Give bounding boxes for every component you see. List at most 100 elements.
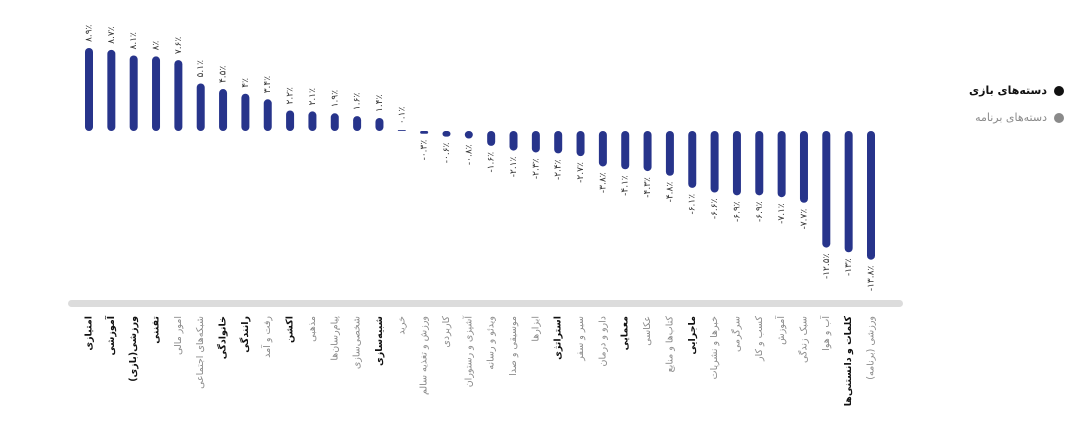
value-label: -۲.۴٪	[554, 159, 564, 180]
baseline-band	[68, 300, 903, 307]
bar	[554, 131, 563, 154]
category-label: تفننی	[151, 316, 162, 344]
category-label: شبیه‌سازی	[374, 316, 385, 366]
value-label: -۰.۸٪	[464, 144, 474, 165]
bar	[107, 49, 116, 131]
bar	[219, 89, 228, 131]
bar	[420, 131, 429, 134]
legend-marker	[1054, 113, 1064, 123]
value-label: ۰.۱٪	[397, 107, 407, 125]
value-label: -۱۳.۸٪	[867, 266, 877, 292]
bar	[397, 130, 406, 131]
bar	[263, 99, 272, 131]
category-label: کسب و کار	[754, 316, 765, 362]
value-label: ۸٪	[152, 41, 162, 51]
bar	[308, 111, 317, 131]
value-label: ۳.۴٪	[263, 76, 273, 94]
value-label: ۲.۱٪	[308, 88, 318, 106]
category-label: ابزارها	[530, 316, 541, 342]
category-label: ماجرایی	[687, 316, 698, 355]
bar	[576, 131, 585, 157]
bar	[129, 55, 138, 131]
bar	[732, 131, 741, 196]
bar	[286, 110, 295, 131]
value-label: ۵.۱٪	[196, 60, 206, 78]
category-label: مذهبی	[307, 316, 318, 342]
value-label: -۱۳٪	[844, 258, 854, 276]
value-label: ۴.۵٪	[219, 66, 229, 84]
value-label: -۷.۱٪	[777, 203, 787, 224]
value-label: ۸.۹٪	[85, 24, 95, 42]
bar	[353, 116, 362, 131]
bar	[844, 131, 853, 253]
category-label: امور مالی	[173, 316, 184, 355]
value-label: -۲.۷٪	[576, 162, 586, 183]
bar	[867, 131, 875, 260]
value-label: -۴.۱٪	[621, 175, 631, 196]
category-label: خرید	[396, 316, 407, 335]
bar	[531, 131, 540, 153]
value-label: ۷.۶٪	[174, 37, 184, 55]
value-label: ۲.۲٪	[286, 87, 296, 105]
value-label: -۲.۱٪	[509, 156, 519, 177]
bar	[330, 113, 339, 131]
bar	[755, 131, 764, 196]
category-label: رفت و آمد	[260, 316, 273, 358]
category-label: استراتژی	[553, 316, 564, 360]
bar	[442, 131, 451, 137]
bar	[375, 117, 384, 131]
bar	[174, 60, 183, 131]
legend-label: دسته‌های برنامه	[975, 111, 1047, 124]
value-label: ۸.۷٪	[107, 26, 117, 44]
category-label: امتیازی	[84, 316, 95, 351]
category-label: موسیقی و صدا	[508, 316, 519, 376]
bar	[464, 131, 473, 139]
category-label: ورزشی (برنامه)	[866, 316, 877, 380]
value-label: -۶.۹٪	[755, 201, 765, 222]
value-label: ۱.۹٪	[330, 90, 340, 108]
category-label: آموزشی	[104, 315, 117, 355]
bar	[688, 131, 697, 188]
bar	[710, 131, 719, 193]
category-label: ویدئو و رسانه	[486, 316, 497, 370]
category-label: آموزش	[774, 316, 787, 345]
category-label: دارو و درمان	[597, 316, 608, 366]
bar	[598, 131, 607, 167]
category-label: کاربردی	[441, 316, 452, 348]
category-label: شخصی‌سازی	[352, 316, 363, 369]
legend-marker	[1054, 86, 1064, 96]
bar	[85, 48, 93, 131]
category-label: سرگرمی	[730, 316, 742, 352]
value-label: -۰.۶٪	[442, 142, 452, 163]
value-label: -۱۲.۵٪	[822, 253, 832, 279]
bar	[665, 131, 674, 176]
category-label: خانوادگی	[217, 316, 229, 359]
value-label: ۱.۶٪	[353, 93, 363, 111]
bar	[643, 131, 652, 172]
value-label: -۱.۶٪	[487, 152, 497, 173]
value-label: ۸.۱٪	[129, 32, 139, 50]
category-label: سیر و سفر	[575, 316, 586, 362]
bar	[621, 131, 630, 170]
category-label: پیام‌رسان‌ها	[329, 316, 340, 361]
category-label: رانندگی	[239, 316, 251, 353]
category-label: آشپزی و رستوران	[461, 316, 474, 388]
value-label: -۶.۱٪	[688, 194, 698, 215]
bar	[822, 131, 831, 248]
category-label: خبرها و نشریات	[709, 316, 720, 379]
value-label: -۶.۶٪	[710, 198, 720, 219]
bar	[799, 131, 808, 203]
value-label: ۴٪	[241, 78, 251, 88]
bar	[777, 131, 786, 198]
value-label: -۲.۳٪	[531, 158, 541, 179]
bar	[487, 131, 496, 146]
category-label: شبکه‌های اجتماعی	[195, 316, 206, 389]
value-label: -۴.۸٪	[665, 182, 675, 203]
value-label: ۱.۴٪	[375, 94, 385, 112]
legend-label: دسته‌های بازی	[969, 84, 1047, 97]
value-label: -۳.۸٪	[598, 172, 608, 193]
category-label: ورزش و تغذیه سالم	[419, 316, 430, 395]
bar	[196, 83, 205, 131]
